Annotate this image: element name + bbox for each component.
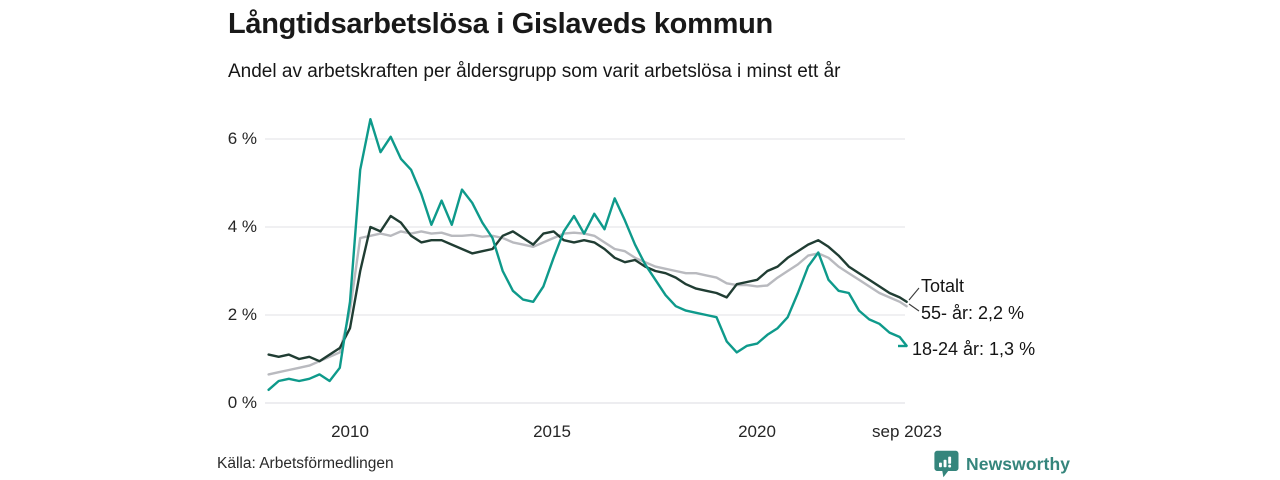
leader-line-totalt	[908, 287, 920, 301]
source-note: Källa: Arbetsförmedlingen	[217, 455, 394, 472]
y-axis-tick-6: 6 %	[227, 129, 257, 148]
y-axis-tick-4: 4 %	[227, 217, 257, 236]
series-line-totalt	[267, 214, 908, 363]
x-axis-tick-2010: 2010	[331, 422, 369, 441]
newsworthy-chart-bubble-icon	[934, 450, 959, 478]
label-leader-lines	[898, 287, 920, 348]
x-axis-tick-2020: 2020	[738, 422, 776, 441]
series-lines	[267, 117, 908, 391]
leader-line-55-ar	[908, 303, 920, 312]
brand-name: Newsworthy	[966, 453, 1071, 474]
page-title: Långtidsarbetslösa i Gislaveds kommun	[228, 8, 773, 40]
x-axis-tick-sep-2023: sep 2023	[872, 422, 942, 441]
series-line-18-24-ar	[267, 117, 908, 391]
series-line-55-ar	[267, 230, 908, 376]
y-axis-tick-2: 2 %	[227, 305, 257, 324]
newsworthy-logo: Newsworthy	[934, 450, 1070, 478]
page-subtitle: Andel av arbetskraften per åldersgrupp s…	[228, 61, 841, 82]
y-axis-tick-0: 0 %	[227, 393, 257, 412]
series-label-18-24-ar: 18-24 år: 1,3 %	[912, 339, 1036, 359]
x-axis-tick-2015: 2015	[533, 422, 571, 441]
series-label-totalt: Totalt	[921, 276, 965, 296]
series-label-55-ar: 55- år: 2,2 %	[921, 303, 1025, 323]
